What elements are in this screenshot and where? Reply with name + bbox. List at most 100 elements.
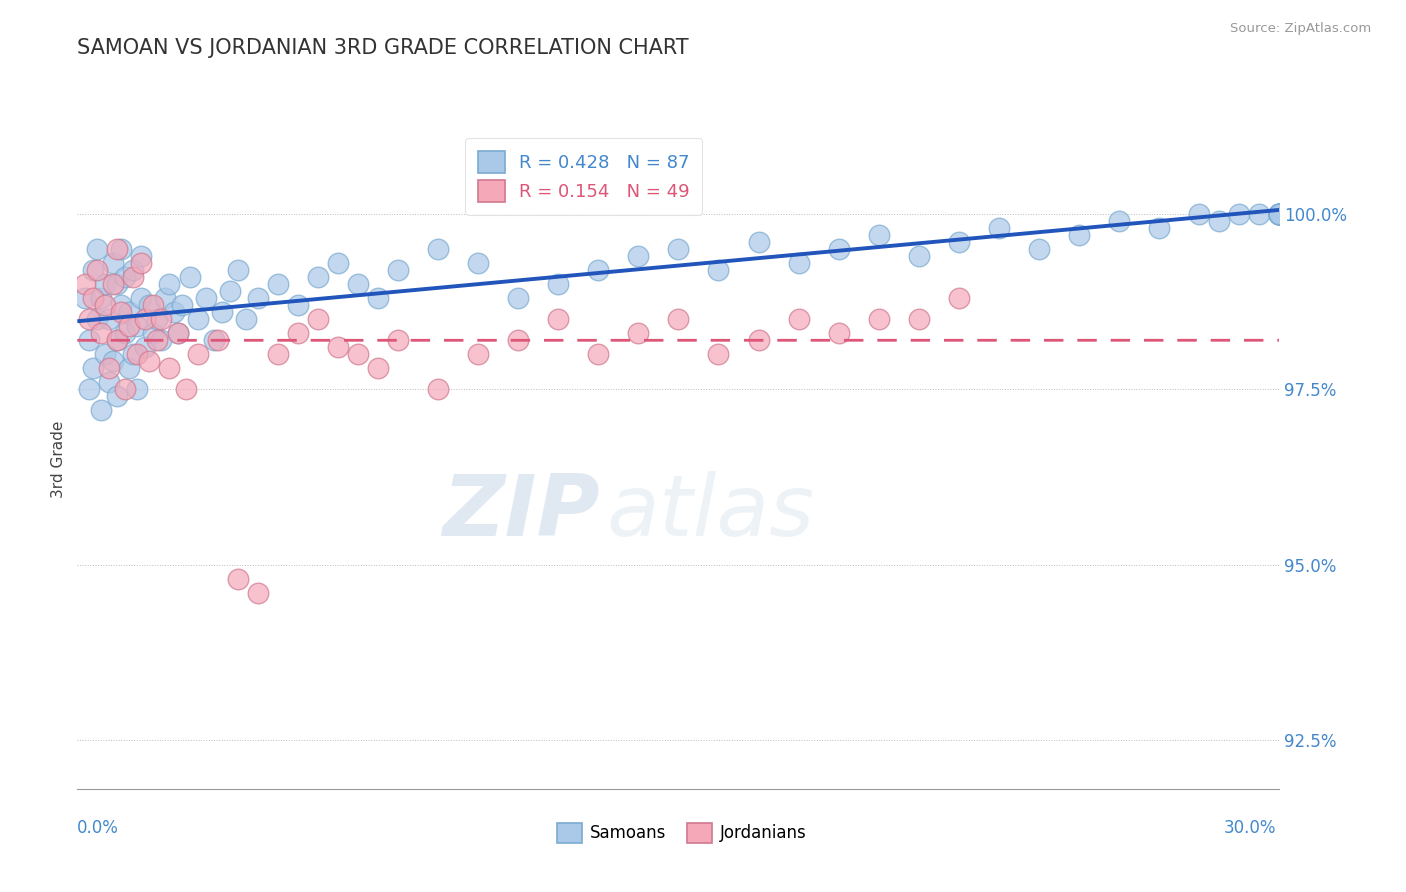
Point [427,382,450,396]
Point [908,312,931,326]
Point [110,305,132,319]
Point [150,333,173,347]
Point [547,277,569,291]
Point [627,326,650,340]
Point [103,256,125,270]
Point [1149,220,1171,235]
Point [211,305,233,319]
Point [218,284,240,298]
Point [668,242,690,256]
Point [82,262,104,277]
Point [226,572,249,586]
Point [94,298,117,312]
Text: 30.0%: 30.0% [1225,819,1277,837]
Point [988,220,1011,235]
Point [1268,206,1291,220]
Point [1268,206,1291,220]
Point [1268,206,1291,220]
Point [707,347,730,361]
Point [1268,206,1291,220]
Text: ZIP: ZIP [443,471,600,554]
Point [707,262,730,277]
Point [127,347,149,361]
Point [346,347,368,361]
Point [174,382,197,396]
Point [122,347,145,361]
Point [166,326,188,340]
Point [75,291,97,305]
Point [427,242,450,256]
Point [142,298,165,312]
Point [90,326,112,340]
Point [588,347,610,361]
Point [508,291,530,305]
Point [246,586,269,600]
Point [908,249,931,263]
Point [138,354,160,368]
Point [1229,206,1251,220]
Point [1268,206,1291,220]
Point [90,403,112,417]
Point [508,333,530,347]
Point [86,312,108,326]
Point [142,326,165,340]
Point [202,333,225,347]
Point [307,269,329,284]
Point [134,340,156,354]
Point [287,298,309,312]
Point [868,227,890,242]
Point [387,262,409,277]
Point [179,269,201,284]
Point [748,333,770,347]
Point [828,242,851,256]
Point [267,277,290,291]
Point [79,382,101,396]
Point [948,235,970,249]
Point [90,291,112,305]
Point [1108,213,1130,227]
Point [948,291,970,305]
Point [828,326,851,340]
Point [75,277,97,291]
Point [86,262,108,277]
Legend: Samoans, Jordanians: Samoans, Jordanians [550,816,814,850]
Legend: R = 0.428   N = 87, R = 0.154   N = 49: R = 0.428 N = 87, R = 0.154 N = 49 [465,138,703,215]
Point [246,291,269,305]
Y-axis label: 3rd Grade: 3rd Grade [51,421,66,498]
Point [1188,206,1211,220]
Point [134,312,156,326]
Point [118,305,141,319]
Point [86,242,108,256]
Point [114,326,136,340]
Point [467,256,489,270]
Point [118,361,141,376]
Point [186,312,209,326]
Text: atlas: atlas [606,471,814,554]
Point [79,333,101,347]
Point [98,361,121,376]
Point [1208,213,1230,227]
Point [110,242,132,256]
Point [98,312,121,326]
Point [207,333,229,347]
Point [107,277,129,291]
Text: Source: ZipAtlas.com: Source: ZipAtlas.com [1230,22,1371,36]
Point [226,262,249,277]
Point [122,262,145,277]
Point [547,312,569,326]
Point [146,333,169,347]
Point [150,312,173,326]
Point [107,389,129,403]
Point [267,347,290,361]
Point [127,318,149,333]
Point [868,312,890,326]
Point [668,312,690,326]
Point [103,277,125,291]
Point [367,291,389,305]
Point [387,333,409,347]
Point [1069,227,1091,242]
Point [82,291,104,305]
Text: 0.0%: 0.0% [77,819,120,837]
Point [159,361,181,376]
Point [118,318,141,333]
